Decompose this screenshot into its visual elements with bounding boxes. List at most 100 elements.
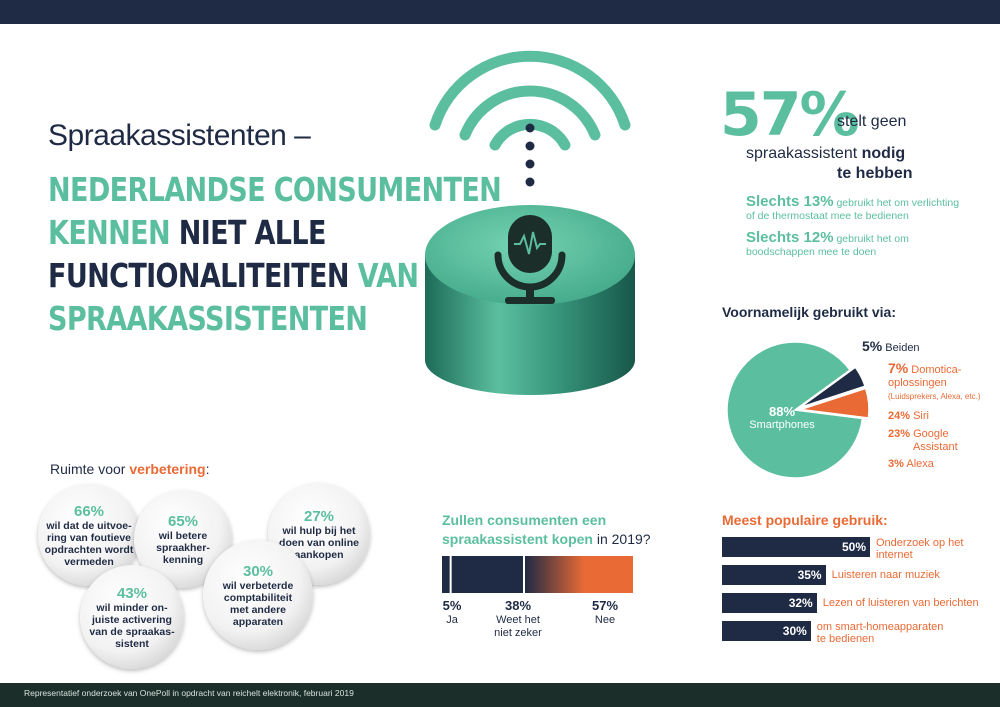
usage-pie-chart: [726, 341, 870, 479]
footer-bar: [0, 683, 1000, 707]
popular-bar: 50%: [722, 537, 870, 557]
headline-prefix: Spraakassistenten –: [48, 119, 311, 152]
popular-bar-label: Onderzoek op het internet: [876, 537, 963, 561]
bubble-65-text: wil betere spraakher- kenning: [156, 529, 210, 566]
popular-bar: 35%: [722, 565, 826, 585]
pie-both-text: Beiden: [885, 342, 920, 354]
improvement-title: Ruimte voor verbetering:: [50, 461, 210, 477]
popular-bar: 32%: [722, 593, 817, 613]
buy-weet-pct: 38%: [504, 598, 532, 613]
buy-title-2a: spraakassistent kopen: [442, 531, 593, 547]
key-stat-value: 57%: [720, 80, 860, 150]
pie-siri-text: Siri: [913, 410, 929, 422]
bubble-27-text: wil hulp bij het doen van online aankope…: [279, 524, 359, 561]
pie-both-pct: 5%: [862, 338, 883, 354]
pie-siri-pct: 24%: [888, 410, 911, 422]
sub-stat-1: Slechts 13% gebruikt het om verlichting …: [746, 194, 960, 223]
pie-both-label: 5% Beiden: [862, 338, 920, 354]
buy-bar-ja: [442, 556, 450, 593]
buy-weet-text1: Weet het: [496, 614, 540, 626]
pie-slice-domotica: [800, 387, 870, 419]
buy-title-2b: in 2019?: [596, 531, 651, 547]
improvement-title-c: :: [205, 461, 210, 477]
popular-bar-label: om smart-homeapparaten te bedienen: [817, 621, 944, 645]
sub-stat-1-text2: of de thermostaat mee te bedienen: [746, 210, 909, 222]
buy-ja-label: 5% Ja: [442, 599, 462, 627]
pie-domo-text2: oplossingen: [888, 377, 947, 389]
pie-slice-smartphones: [726, 341, 864, 479]
popular-bar-label-line-2: internet: [876, 549, 913, 561]
buy-nee-label: 57% Nee: [580, 599, 630, 627]
bubble-30-pct: 30%: [242, 562, 274, 580]
pie-smart-text: Smartphones: [749, 419, 815, 431]
pie-domo-text3: (Luidsprekers, Alexa, etc.): [888, 392, 981, 401]
bubble-43-pct: 43%: [116, 584, 148, 602]
bubble-30-text: wil verbeterde comptabiliteit met andere…: [222, 579, 294, 628]
pie-alexa-pct: 3%: [888, 458, 904, 470]
pie-domo-label: 7% Domotica- oplossingen (Luidsprekers, …: [888, 361, 981, 403]
improvement-title-b: verbetering: [129, 461, 206, 477]
buy-weet-label: 38% Weet het niet zeker: [486, 599, 550, 640]
sub-stat-2-bold: Slechts 12%: [746, 229, 834, 246]
popular-bar-label-line-2: te bedienen: [816, 633, 875, 645]
popular-bar-label-line-1: om smart-homeapparaten: [816, 621, 944, 633]
buy-bar-nee: [524, 556, 633, 593]
pie-google-label: 23% Google Assistant: [888, 428, 958, 454]
pie-smart-pct: 88%: [768, 404, 796, 419]
headline-line-3a: FUNCTIONALITEITEN: [48, 256, 350, 295]
dots-icon: [525, 123, 535, 187]
improvement-title-a: Ruimte voor: [50, 461, 126, 477]
buy-bar-weet: [451, 556, 523, 593]
buy-stacked-bar: [442, 556, 633, 593]
popular-bar-value: 50%: [841, 540, 866, 554]
buy-title-1: Zullen consumenten een: [442, 512, 607, 528]
key-stat-text-2: spraakassistent nodig: [746, 145, 905, 163]
key-stat-text-3: te hebben: [837, 165, 913, 182]
popular-bar-label-line-1: Luisteren naar muziek: [831, 569, 940, 581]
pie-google-text2: Assistant: [913, 441, 958, 453]
bubble-43: 43% wil minder on- juiste activering van…: [80, 565, 184, 669]
pie-alexa-text: Alexa: [906, 458, 934, 470]
footer-text: Representatief onderzoek van OnePoll in …: [24, 688, 354, 698]
popular-bar-value: 30%: [782, 624, 807, 638]
buy-title: Zullen consumenten een spraakassistent k…: [442, 511, 651, 549]
pie-google-text1: Google: [913, 428, 949, 440]
buy-nee-pct: 57%: [591, 598, 619, 613]
smart-speaker-illustration: [425, 50, 635, 395]
buy-nee-text: Nee: [594, 614, 616, 626]
sub-stat-2-text2: boodschappen mee te doen: [746, 246, 877, 258]
buy-weet-text2: niet zeker: [494, 627, 542, 639]
popular-bar-value: 32%: [788, 596, 813, 610]
headline-line-3b: VAN: [357, 256, 419, 295]
bubble-66-pct: 66%: [73, 502, 105, 520]
buy-ja-text: Ja: [446, 614, 458, 626]
bubble-65-pct: 65%: [167, 512, 199, 530]
bubble-30: 30% wil verbeterde comptabiliteit met an…: [203, 540, 313, 650]
headline-line-2b: NIET ALLE: [178, 213, 327, 252]
key-stat-text-2a: spraakassistent: [746, 145, 858, 162]
pie-slice-beiden: [799, 366, 866, 408]
headline-line-1: NEDERLANDSE CONSUMENTEN: [48, 170, 502, 209]
pie-google-pct: 23%: [888, 428, 911, 440]
key-stat-text-1: stelt geen: [837, 113, 907, 130]
sub-stat-1-text: gebruikt het om verlichting: [836, 197, 960, 209]
pie-alexa-label: 3% Alexa: [888, 458, 934, 470]
top-bar: [0, 0, 1000, 24]
buy-ja-pct: 5%: [442, 598, 462, 613]
sub-stat-2: Slechts 12% gebruikt het om boodschappen…: [746, 229, 909, 259]
popular-bar: 30%: [722, 621, 811, 641]
headline-line-4: SPRAAKASSISTENTEN: [48, 299, 368, 338]
microphone-icon: [494, 215, 566, 304]
bubble-66: 66% wil dat de uitvoe- ring van foutieve…: [38, 484, 140, 586]
popular-bar-value: 35%: [797, 568, 822, 582]
bubble-66-text: wil dat de uitvoe- ring van foutieve opd…: [44, 519, 134, 568]
popular-bar-label: Lezen of luisteren van berichten: [823, 597, 979, 609]
bubble-27-pct: 27%: [303, 507, 335, 525]
pie-smart-label: 88% Smartphones: [737, 404, 827, 431]
key-stat-text-2b: nodig: [861, 145, 906, 162]
bubble-43-text: wil minder on- juiste activering van de …: [89, 601, 175, 650]
sub-stat-2-text: gebruikt het om: [836, 233, 909, 245]
popular-title: Meest populaire gebruik:: [722, 512, 888, 528]
headline-line-2a: KENNEN: [48, 213, 171, 252]
pie-siri-label: 24% Siri: [888, 410, 929, 422]
